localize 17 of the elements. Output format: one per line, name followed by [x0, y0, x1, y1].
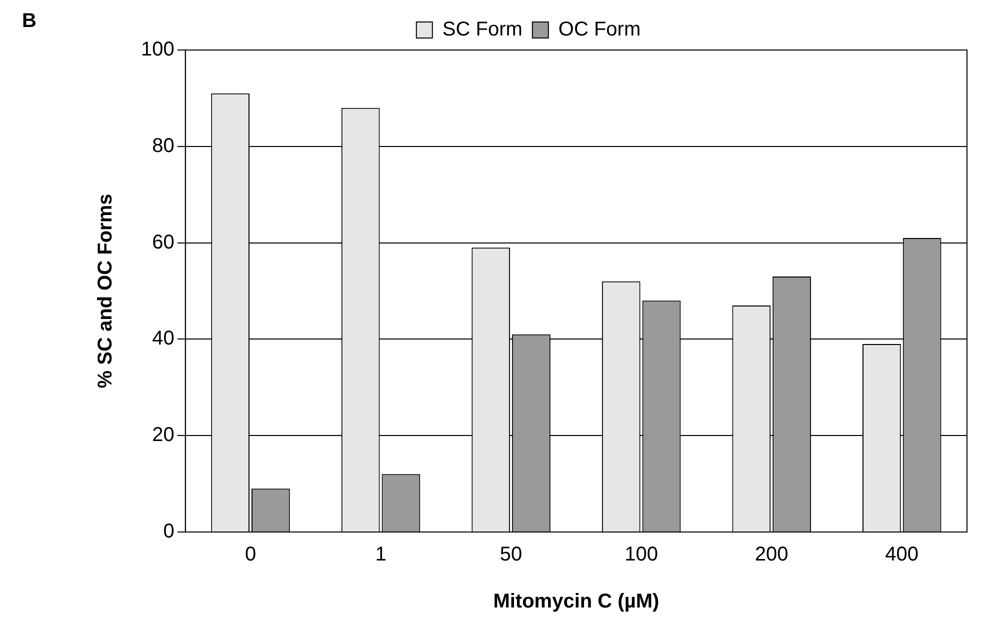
y-tick-label: 80 — [152, 134, 174, 157]
x-tick-label: 1 — [375, 544, 386, 566]
y-tick-label: 100 — [140, 38, 174, 61]
x-axis-title: Mitomycin C (µM) — [493, 590, 660, 613]
x-tick-label: 100 — [624, 544, 658, 566]
y-tick-label: 60 — [152, 231, 174, 254]
y-axis-title: % SC and OC Forms — [94, 194, 117, 388]
legend-label: SC Form — [442, 18, 522, 41]
x-tick-label: 200 — [754, 544, 788, 566]
x-tick-label: 400 — [885, 544, 919, 566]
y-tick-label: 20 — [152, 424, 174, 446]
x-tick-label: 0 — [244, 544, 256, 566]
text: B — [22, 10, 36, 33]
legend-label: OC Form — [558, 18, 641, 41]
y-tick-label: 40 — [152, 328, 174, 350]
y-tick-label: 0 — [163, 520, 174, 543]
x-tick-label: 50 — [500, 544, 522, 566]
